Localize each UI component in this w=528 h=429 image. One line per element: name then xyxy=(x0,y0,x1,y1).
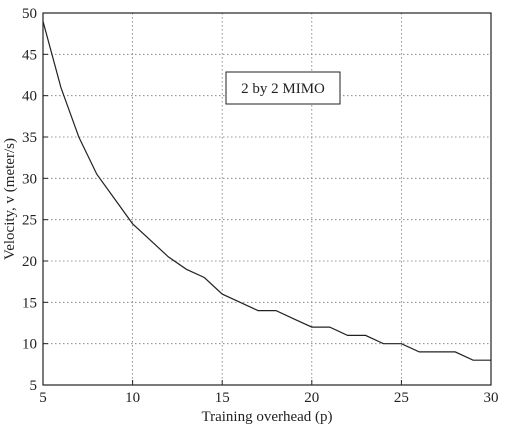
x-tick-label: 15 xyxy=(215,390,230,406)
x-tick-label: 20 xyxy=(304,390,319,406)
y-tick-label: 10 xyxy=(22,337,37,353)
y-tick-label: 30 xyxy=(22,171,37,187)
x-axis-label: Training overhead (p) xyxy=(201,409,332,425)
y-tick-label: 25 xyxy=(22,213,37,229)
y-tick-label: 5 xyxy=(30,378,38,394)
x-tick-label: 10 xyxy=(125,390,140,406)
y-tick-label: 20 xyxy=(22,254,37,270)
x-tick-label: 25 xyxy=(394,390,409,406)
y-tick-label: 45 xyxy=(22,47,37,63)
velocity-series-line xyxy=(42,21,491,361)
plot-frame xyxy=(42,12,492,386)
y-tick-label: 50 xyxy=(22,6,37,22)
grid xyxy=(43,13,491,385)
y-tick-label: 35 xyxy=(22,130,37,146)
y-tick-label: 15 xyxy=(22,295,37,311)
y-axis-ticks: 5 10 15 20 25 30 35 40 45 50 xyxy=(22,6,48,394)
x-tick-label: 30 xyxy=(484,390,499,406)
y-tick-label: 40 xyxy=(22,89,37,105)
x-tick-label: 5 xyxy=(39,390,47,406)
legend-annotation: 2 by 2 MIMO xyxy=(225,71,341,105)
annotation-box xyxy=(225,71,341,105)
x-axis-ticks: 5 10 15 20 25 30 xyxy=(39,380,499,406)
y-axis-label: Velocity, v (meter/s) xyxy=(2,138,18,260)
annotation-text: 2 by 2 MIMO xyxy=(241,81,325,97)
